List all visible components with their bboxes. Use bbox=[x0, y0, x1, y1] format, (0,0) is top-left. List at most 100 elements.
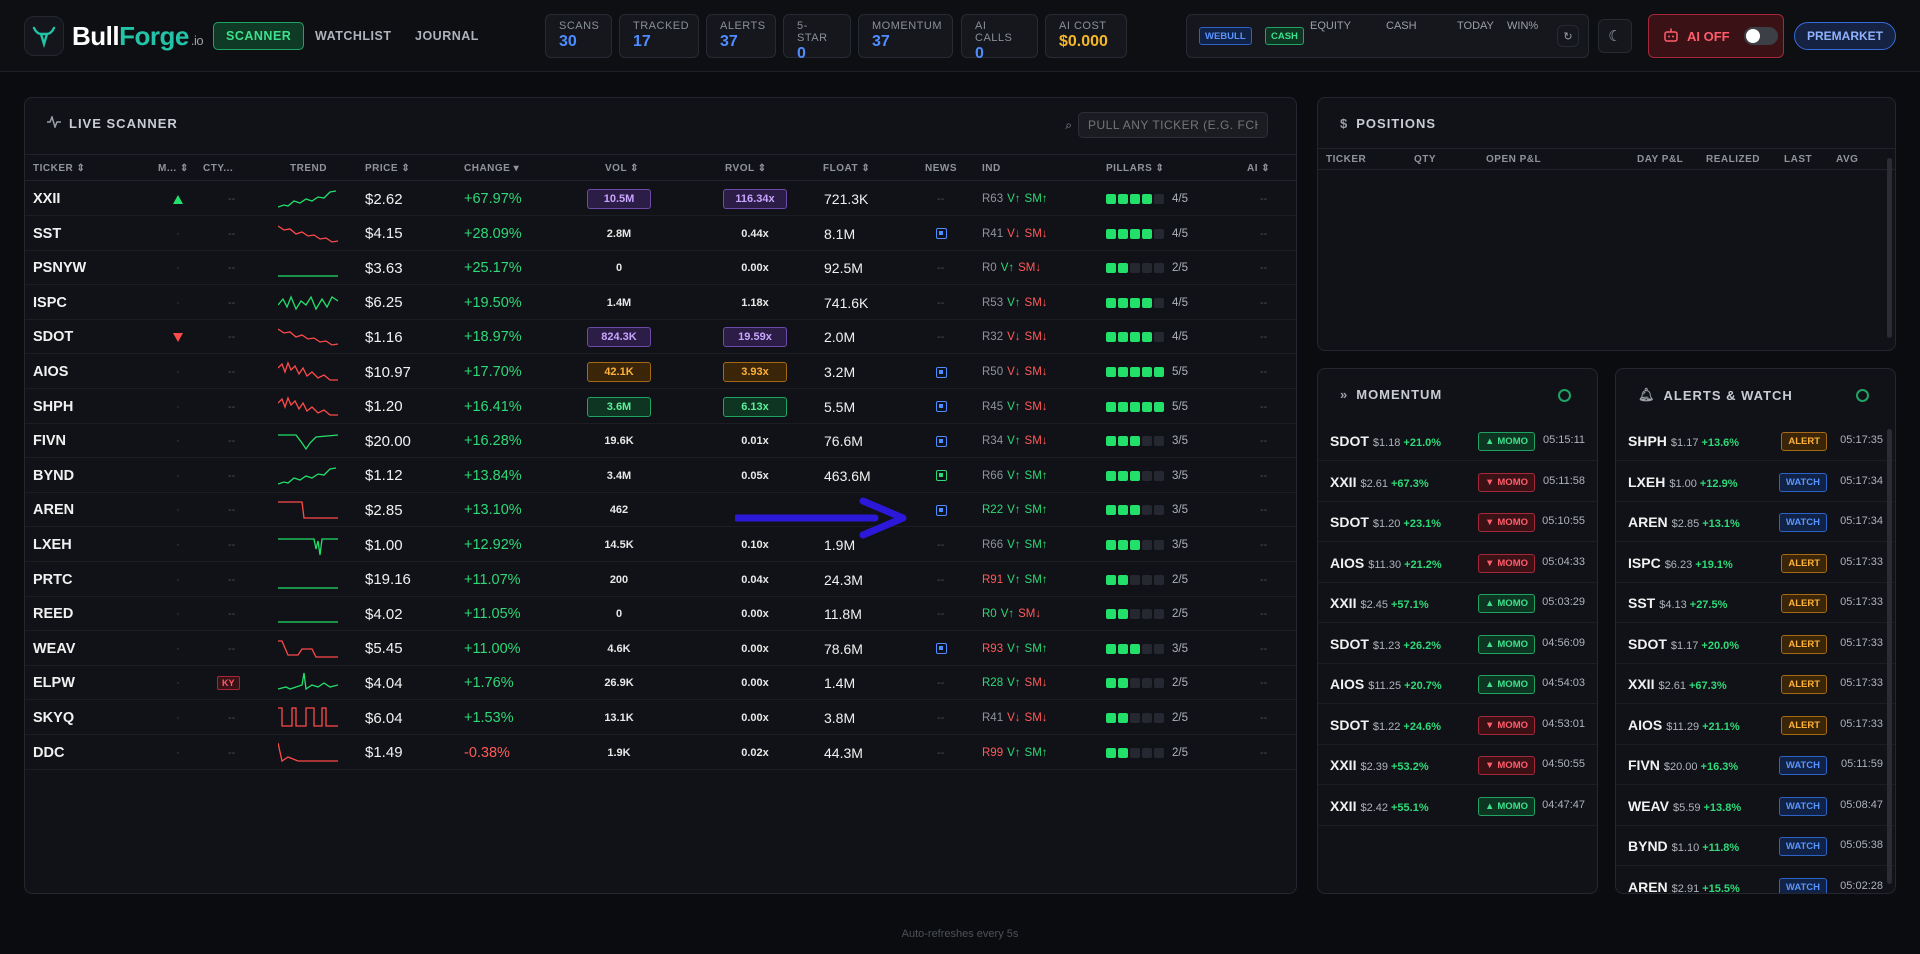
alert-row[interactable]: BYND $1.10 +11.8% WATCH 05:05:38 bbox=[1616, 826, 1895, 866]
table-cell: SDOT bbox=[33, 320, 73, 354]
pillar-dot bbox=[1130, 678, 1140, 689]
momentum-row[interactable]: AIOS $11.25 +20.7% ▲ MOMO 04:54:03 bbox=[1318, 664, 1597, 704]
account-mode-badge[interactable]: CASH bbox=[1265, 27, 1304, 45]
table-row[interactable]: FIVN · -- $20.00 +16.28% 19.6K 0.01x 76.6M R34 V↑… bbox=[25, 424, 1296, 459]
col-price[interactable]: PRICE ⇕ bbox=[365, 163, 411, 174]
theme-moon-icon[interactable]: ☾ bbox=[1598, 19, 1632, 53]
news-icon[interactable] bbox=[936, 504, 947, 516]
alert-row[interactable]: XXII $2.61 +67.3% ALERT 05:17:33 bbox=[1616, 664, 1895, 704]
ticker-symbol[interactable]: PSNYW bbox=[33, 260, 87, 277]
momentum-row[interactable]: SDOT $1.23 +26.2% ▲ MOMO 04:56:09 bbox=[1318, 624, 1597, 664]
momentum-row[interactable]: XXII $2.42 +55.1% ▲ MOMO 04:47:47 bbox=[1318, 786, 1597, 826]
logo[interactable]: BullForge .io bbox=[24, 16, 204, 56]
tab-scanner[interactable]: SCANNER bbox=[213, 22, 305, 50]
col-ai[interactable]: AI ⇕ bbox=[1247, 163, 1271, 174]
ticker-symbol[interactable]: FIVN bbox=[33, 433, 67, 450]
col-country[interactable]: CTY... bbox=[203, 163, 233, 174]
ticker-symbol[interactable]: AIOS bbox=[33, 364, 69, 380]
table-row[interactable]: WEAV · -- $5.45 +11.00% 4.6K 0.00x 78.6M R93 V↑ SM… bbox=[25, 632, 1296, 666]
momentum-row[interactable]: SDOT $1.20 +23.1% ▼ MOMO 05:10:55 bbox=[1318, 502, 1597, 542]
ticker-symbol[interactable]: ISPC bbox=[33, 294, 67, 311]
momentum-row[interactable]: XXII $2.61 +67.3% ▼ MOMO 05:11:58 bbox=[1318, 462, 1597, 502]
news-icon[interactable] bbox=[936, 228, 947, 240]
alert-row[interactable]: AIOS $11.29 +21.1% ALERT 05:17:33 bbox=[1616, 705, 1895, 745]
tab-journal[interactable]: JOURNAL bbox=[415, 29, 479, 43]
col-ticker[interactable]: TICKER ⇕ bbox=[33, 163, 86, 174]
ticker-symbol[interactable]: SHPH bbox=[33, 398, 74, 415]
col-mark[interactable]: M... ⇕ bbox=[158, 163, 189, 174]
alert-row[interactable]: AREN $2.91 +15.5% WATCH 05:02:28 bbox=[1616, 867, 1895, 893]
news-icon[interactable] bbox=[936, 470, 947, 482]
ai-toggle-switch[interactable] bbox=[1743, 27, 1778, 45]
news-icon[interactable] bbox=[936, 366, 947, 378]
ticker-symbol[interactable]: ELPW bbox=[33, 675, 75, 692]
table-row[interactable]: AIOS · -- $10.97 +17.70% 42.1K 3.93x 3.2M R50 V↓ S… bbox=[25, 355, 1296, 389]
table-row[interactable]: BYND · -- $1.12 +13.84% 3.4M 0.05x 463.6M R66 V↑ S… bbox=[25, 459, 1296, 493]
pillar-dot bbox=[1118, 436, 1128, 447]
positions-scrollbar[interactable] bbox=[1887, 158, 1892, 338]
alert-row[interactable]: WEAV $5.59 +13.8% WATCH 05:08:47 bbox=[1616, 786, 1895, 826]
ticker-symbol[interactable]: AREN bbox=[33, 502, 75, 519]
news-icon[interactable] bbox=[936, 643, 947, 655]
country-empty: -- bbox=[228, 469, 236, 482]
table-row[interactable]: ISPC · -- $6.25 +19.50% 1.4M 1.18x 741.6K -- R53 V… bbox=[25, 286, 1296, 320]
ticker-symbol[interactable]: SDOT bbox=[33, 329, 74, 346]
col-pillars-label: PILLARS bbox=[1106, 163, 1153, 174]
table-row[interactable]: REED · -- $4.02 +11.05% 0 0.00x 11.8M -- R0 V↑ SM↓ 2… bbox=[25, 597, 1296, 632]
momentum-row[interactable]: AIOS $11.30 +21.2% ▼ MOMO 05:04:33 bbox=[1318, 543, 1597, 583]
sma-signal: SM↑ bbox=[1024, 193, 1048, 205]
table-row[interactable]: XXII -- $2.62 +67.97% 10.5M 116.34x 721.3K -- R6… bbox=[25, 182, 1296, 216]
alert-row[interactable]: SST $4.13 +27.5% ALERT 05:17:33 bbox=[1616, 583, 1895, 623]
ticker-symbol[interactable]: BYND bbox=[33, 467, 75, 484]
ticker-symbol[interactable]: SKYQ bbox=[33, 710, 75, 726]
col-float-label: FLOAT bbox=[823, 163, 859, 174]
col-float[interactable]: FLOAT ⇕ bbox=[823, 163, 871, 174]
col-trend-label: TREND bbox=[290, 163, 327, 174]
alerts-settings-gear-icon[interactable] bbox=[1856, 389, 1869, 402]
refresh-icon[interactable]: ↻ bbox=[1557, 25, 1579, 47]
momentum-settings-gear-icon[interactable] bbox=[1558, 389, 1571, 402]
table-row[interactable]: SST · -- $4.15 +28.09% 2.8M 0.44x 8.1M R41 V↓ SM↓ 4… bbox=[25, 217, 1296, 251]
table-row[interactable]: PSNYW · -- $3.63 +25.17% 0 0.00x 92.5M -- R0 V↑ SM↓… bbox=[25, 251, 1296, 286]
table-row[interactable]: ELPW · KY $4.04 +1.76% 26.9K 0.00x 1.4M -- R28 V↑ S… bbox=[25, 666, 1296, 701]
momentum-row[interactable]: XXII $2.45 +57.1% ▲ MOMO 05:03:29 bbox=[1318, 583, 1597, 623]
ticker-symbol[interactable]: REED bbox=[33, 606, 74, 623]
tab-watchlist[interactable]: WATCHLIST bbox=[315, 29, 392, 43]
col-price-label: PRICE bbox=[365, 163, 399, 174]
table-row[interactable]: LXEH · -- $1.00 +12.92% 14.5K 0.10x 1.9M -- R66 V↑… bbox=[25, 528, 1296, 562]
table-row[interactable]: PRTC · -- $19.16 +11.07% 200 0.04x 24.3M -- R91 V↑… bbox=[25, 563, 1296, 597]
momentum-row[interactable]: SDOT $1.18 +21.0% ▲ MOMO 05:15:11 bbox=[1318, 421, 1597, 461]
alert-row[interactable]: AREN $2.85 +13.1% WATCH 05:17:34 bbox=[1616, 502, 1895, 542]
alert-change: +16.3% bbox=[1700, 761, 1739, 773]
col-rvol[interactable]: RVOL ⇕ bbox=[725, 163, 767, 174]
alert-row[interactable]: SHPH $1.17 +13.6% ALERT 05:17:35 bbox=[1616, 421, 1895, 461]
alert-row[interactable]: SDOT $1.17 +20.0% ALERT 05:17:33 bbox=[1616, 624, 1895, 664]
alerts-scrollbar[interactable] bbox=[1887, 429, 1892, 884]
pillars-meter: 3/5 bbox=[1106, 435, 1188, 447]
table-row[interactable]: SDOT -- $1.16 +18.97% 824.3K 19.59x 2.0M -- R32 V… bbox=[25, 320, 1296, 355]
ticker-symbol[interactable]: PRTC bbox=[33, 571, 73, 588]
alert-row[interactable]: ISPC $6.23 +19.1% ALERT 05:17:33 bbox=[1616, 543, 1895, 583]
table-row[interactable]: DDC · -- $1.49 -0.38% 1.9K 0.02x 44.3M -- R99 V↑ SM… bbox=[25, 736, 1296, 770]
momentum-row[interactable]: SDOT $1.22 +24.6% ▼ MOMO 04:53:01 bbox=[1318, 705, 1597, 745]
ticker-symbol[interactable]: DDC bbox=[33, 744, 65, 761]
ticker-symbol[interactable]: WEAV bbox=[33, 640, 76, 657]
col-pillars[interactable]: PILLARS ⇕ bbox=[1106, 163, 1165, 174]
ai-toggle-button[interactable]: AI OFF bbox=[1648, 14, 1784, 58]
table-row[interactable]: SKYQ · -- $6.04 +1.53% 13.1K 0.00x 3.8M -- R41 V↓ S… bbox=[25, 701, 1296, 735]
ticker-symbol[interactable]: LXEH bbox=[33, 537, 72, 553]
ticker-symbol[interactable]: XXII bbox=[33, 191, 61, 207]
table-row[interactable]: AREN · -- $2.85 +13.10% 462 R22 V↑ SM↑ 3/5 -- bbox=[25, 493, 1296, 528]
broker-badge[interactable]: WEBULL bbox=[1199, 27, 1252, 45]
ticker-search-input[interactable] bbox=[1078, 112, 1268, 138]
news-icon[interactable] bbox=[936, 401, 947, 413]
table-row[interactable]: SHPH · -- $1.20 +16.41% 3.6M 6.13x 5.5M R45 V↑ SM↓… bbox=[25, 390, 1296, 424]
col-vol[interactable]: VOL ⇕ bbox=[605, 163, 640, 174]
session-badge[interactable]: PREMARKET bbox=[1794, 22, 1897, 50]
alert-row[interactable]: LXEH $1.00 +12.9% WATCH 05:17:34 bbox=[1616, 462, 1895, 502]
col-change[interactable]: CHANGE ▾ bbox=[464, 163, 520, 174]
momentum-row[interactable]: XXII $2.39 +53.2% ▼ MOMO 04:50:55 bbox=[1318, 745, 1597, 785]
news-icon[interactable] bbox=[936, 435, 947, 447]
ticker-symbol[interactable]: SST bbox=[33, 225, 62, 242]
alert-row[interactable]: FIVN $20.00 +16.3% WATCH 05:11:59 bbox=[1616, 745, 1895, 785]
